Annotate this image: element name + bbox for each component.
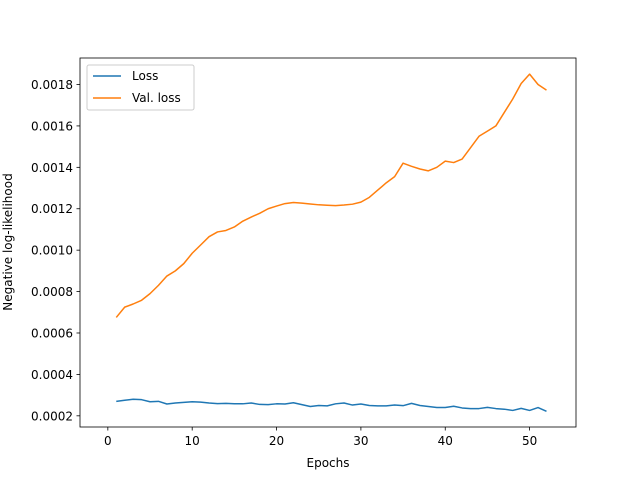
y-tick-label: 0.0012 <box>31 202 73 216</box>
x-axis-label: Epochs <box>307 456 350 470</box>
series-lines <box>115 73 547 412</box>
series-line-loss <box>116 398 547 412</box>
legend-label-loss: Loss <box>132 69 158 83</box>
y-axis-label: Negative log-likelihood <box>1 173 15 310</box>
y-tick-label: 0.0004 <box>31 368 73 382</box>
x-tick-label: 40 <box>438 434 453 448</box>
y-tick-label: 0.0016 <box>31 119 73 133</box>
y-axis: 0.0002 0.0004 0.0006 0.0008 0.0010 0.0012 0.00… <box>31 78 80 423</box>
x-tick-label: 30 <box>353 434 368 448</box>
x-tick-label: 0 <box>104 434 112 448</box>
x-axis: 0 10 20 30 40 50 <box>104 427 537 448</box>
x-tick-label: 10 <box>185 434 200 448</box>
y-tick-label: 0.0010 <box>31 244 73 258</box>
plot-area <box>80 58 576 427</box>
x-tick-label: 50 <box>522 434 537 448</box>
y-tick-label: 0.0014 <box>31 161 73 175</box>
y-tick-label: 0.0002 <box>31 409 73 423</box>
legend-label-val-loss: Val. loss <box>132 91 181 105</box>
series-line-val-loss <box>115 73 547 318</box>
y-tick-label: 0.0018 <box>31 78 73 92</box>
legend: Loss Val. loss <box>86 64 195 111</box>
plot-frame <box>79 57 577 428</box>
x-tick-label: 20 <box>269 434 284 448</box>
y-tick-label: 0.0008 <box>31 285 73 299</box>
y-tick-label: 0.0006 <box>31 326 73 340</box>
